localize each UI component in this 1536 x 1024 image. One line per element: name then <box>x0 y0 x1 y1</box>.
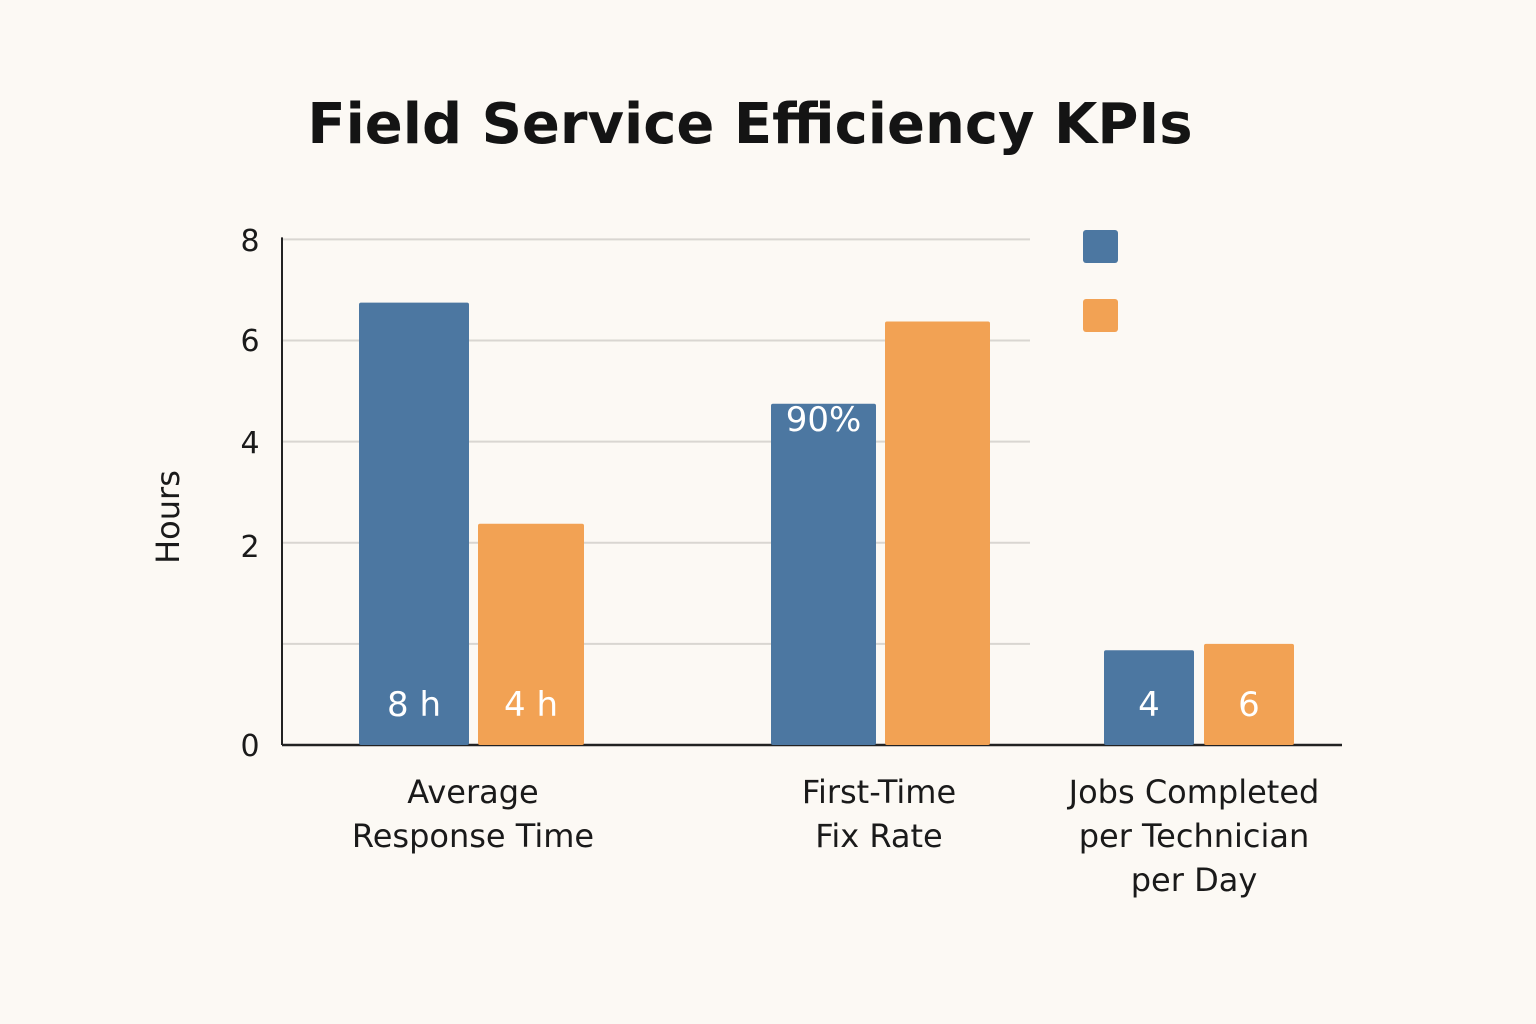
bar-value-label: 90% <box>786 400 862 440</box>
bar <box>1104 650 1194 745</box>
bar <box>478 523 584 745</box>
bar-value-label: 6 <box>1238 685 1260 725</box>
y-tick-label: 2 <box>240 530 259 565</box>
bar <box>1204 643 1294 745</box>
y-tick-label: 0 <box>240 729 259 764</box>
x-category-label: Response Time <box>352 817 594 855</box>
x-category-label: per Technician <box>1079 817 1310 855</box>
bar <box>885 321 990 745</box>
bar-value-label: 8 h <box>387 685 441 725</box>
x-category-label: Jobs Completed <box>1067 773 1320 811</box>
bar <box>771 403 876 745</box>
bar-value-label: 4 h <box>504 685 558 725</box>
bar-value-label: 4 <box>1138 685 1160 725</box>
legend-swatch <box>1083 230 1118 263</box>
x-category-label: Average <box>407 773 538 811</box>
y-tick-label: 4 <box>240 426 259 461</box>
bar <box>359 302 469 745</box>
legend <box>1083 230 1118 332</box>
chart-title: Field Service Efficiency KPIs <box>307 92 1193 157</box>
legend-swatch <box>1083 299 1118 332</box>
x-category-label: First-Time <box>802 773 956 811</box>
y-tick-label: 6 <box>240 324 259 359</box>
bars <box>359 302 1294 745</box>
x-category-label: Fix Rate <box>815 817 942 855</box>
x-category-label: per Day <box>1131 861 1258 899</box>
y-tick-label: 8 <box>240 224 259 259</box>
labels: 0 2 4 6 8 8 h 90% 4 4 h 6 Average Response Time Firs… <box>240 224 1319 899</box>
